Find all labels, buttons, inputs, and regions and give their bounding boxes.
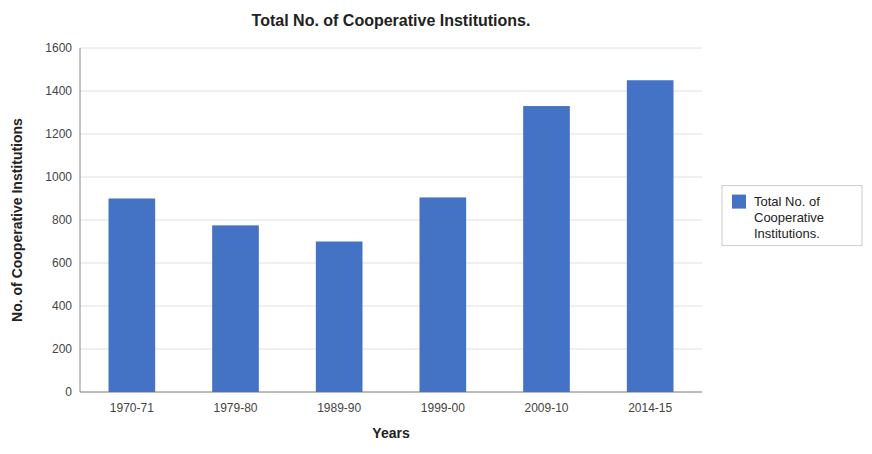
bar <box>109 199 156 393</box>
x-tick-label: 2009-10 <box>524 401 568 415</box>
legend-label-line: Total No. of <box>754 194 820 209</box>
y-axis: 0 200 400 600 800 1000 1200 1400 1600 <box>45 41 702 399</box>
title: Total No. of Cooperative Institutions. <box>252 12 531 29</box>
y-tick-label: 1000 <box>45 170 72 184</box>
bar <box>523 106 570 392</box>
x-axis: 1970-71 1979-80 1989-90 1999-00 2009-10 2014-… <box>110 401 673 415</box>
x-tick-label: 1989-90 <box>317 401 361 415</box>
x-tick-label: 1979-80 <box>213 401 257 415</box>
y-axis-label: No. of Cooperative Institutions <box>9 118 25 322</box>
y-tick-label: 1600 <box>45 41 72 55</box>
legend: Total No. ofCooperativeInstitutions. <box>722 186 862 246</box>
bar <box>316 242 363 393</box>
grid-line <box>80 392 702 393</box>
legend-box <box>722 186 862 246</box>
grid-line <box>80 220 702 221</box>
y-tick-label: 400 <box>52 299 72 313</box>
x-tick-label: 1999-00 <box>421 401 465 415</box>
grid-line <box>80 48 702 49</box>
grid-line <box>80 177 702 178</box>
chart-container: Total No. of Cooperative Institutions. 0 2… <box>0 0 872 454</box>
grid-line <box>80 263 702 264</box>
y-tick-label: 0 <box>65 385 72 399</box>
y-axis-line <box>80 48 81 392</box>
x-axis-line <box>80 392 702 393</box>
legend-label-line: Institutions. <box>754 226 820 241</box>
legend-swatch <box>732 195 746 209</box>
bar <box>420 197 467 392</box>
grid-line <box>80 91 702 92</box>
legend-label-line: Cooperative <box>754 210 824 225</box>
grid-line <box>80 306 702 307</box>
y-tick-label: 600 <box>52 256 72 270</box>
x-axis-label: Years <box>372 425 410 441</box>
x-tick-label: 2014-15 <box>628 401 672 415</box>
legend-label: Total No. ofCooperativeInstitutions. <box>754 194 824 241</box>
y-tick-label: 1400 <box>45 84 72 98</box>
bar <box>627 80 674 392</box>
bars <box>109 80 674 392</box>
y-tick-label: 800 <box>52 213 72 227</box>
grid-line <box>80 349 702 350</box>
x-tick-label: 1970-71 <box>110 401 154 415</box>
bar <box>212 225 259 392</box>
y-tick-label: 200 <box>52 342 72 356</box>
y-tick-label: 1200 <box>45 127 72 141</box>
chart: Total No. of Cooperative Institutions. 0 2… <box>0 0 872 454</box>
grid-line <box>80 134 702 135</box>
